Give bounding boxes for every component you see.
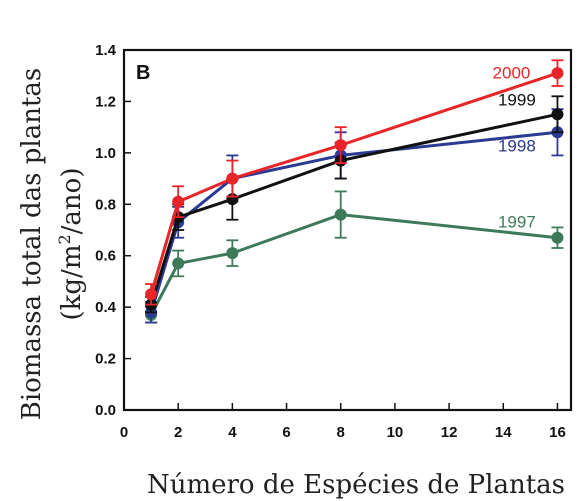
series-layer: 1997 1998 1999 2000 xyxy=(145,59,564,324)
x-tick-label: 0 xyxy=(120,424,128,441)
plot-frame xyxy=(122,48,573,412)
data-point xyxy=(334,208,347,221)
y-axis-title-line1: Biomassa total das plantas xyxy=(17,68,47,421)
x-tick-label: 16 xyxy=(549,424,566,441)
data-point xyxy=(226,247,239,260)
series-1997: 1997 xyxy=(145,190,564,324)
y-axis-title: Biomassa total das plantas (kg/m2/ano) xyxy=(17,68,87,421)
x-tick-label: 4 xyxy=(228,424,237,441)
data-point xyxy=(551,231,564,244)
axis-ticks: 0 2 4 6 8 10 12 14 16 0.0 0.2 0.4 0.6 0.8 1.0 1.2 1.4 xyxy=(95,42,566,441)
series-line xyxy=(149,213,558,316)
series-label: 1997 xyxy=(498,212,536,231)
x-tick-label: 10 xyxy=(387,424,404,441)
series-1999: 1999 xyxy=(145,90,564,314)
x-tick-label: 8 xyxy=(337,424,345,441)
y-axis-title-line2: (kg/m2/ano) xyxy=(55,168,87,321)
x-tick-label: 14 xyxy=(495,424,512,441)
y-tick-label: 0.8 xyxy=(95,196,116,213)
panel-label: B xyxy=(136,62,150,84)
series-line xyxy=(149,71,558,295)
series-label: 2000 xyxy=(493,63,531,82)
y-tick-label: 1.4 xyxy=(95,42,117,59)
data-point xyxy=(172,257,185,270)
x-axis-title: Número de Espécies de Plantas xyxy=(147,470,565,500)
data-point xyxy=(226,172,239,185)
series-label: 1998 xyxy=(498,137,536,156)
data-point xyxy=(145,288,158,301)
series-line xyxy=(149,112,558,306)
data-point xyxy=(334,139,347,152)
series-label: 1999 xyxy=(498,90,536,109)
data-point xyxy=(551,67,564,80)
y-axis-title-superscript: 2 xyxy=(55,234,74,244)
series-2000: 2000 xyxy=(145,59,564,306)
y-tick-label: 1.0 xyxy=(95,145,116,162)
y-tick-label: 0.2 xyxy=(95,351,116,368)
y-tick-label: 0.4 xyxy=(95,299,117,316)
series-line xyxy=(149,130,558,313)
x-tick-label: 2 xyxy=(174,424,182,441)
x-tick-label: 6 xyxy=(282,424,290,441)
y-tick-label: 0.0 xyxy=(95,402,116,419)
data-point xyxy=(551,108,564,121)
data-point xyxy=(172,195,185,208)
x-tick-label: 12 xyxy=(441,424,458,441)
y-tick-label: 0.6 xyxy=(95,248,116,265)
y-tick-label: 1.2 xyxy=(95,93,116,110)
